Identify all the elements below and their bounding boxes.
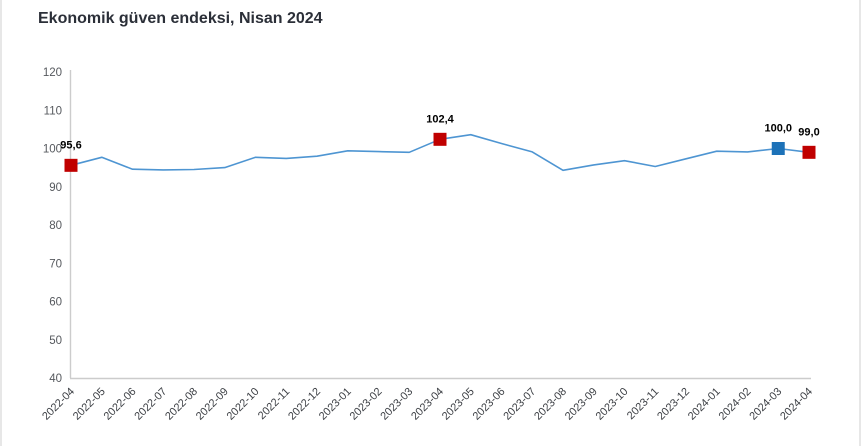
data-point-label: 102,4 (426, 113, 454, 125)
x-tick-label: 2022-11 (256, 386, 292, 422)
x-tick-label: 2023-01 (317, 386, 354, 423)
y-tick-label: 60 (49, 297, 62, 309)
x-tick-label: 2023-10 (594, 386, 631, 423)
x-tick-label: 2023-02 (348, 386, 385, 423)
x-tick-label: 2022-07 (132, 386, 169, 423)
data-point-label: 99,0 (798, 126, 819, 138)
x-tick-label: 2022-06 (102, 386, 139, 423)
x-tick-label: 2023-08 (532, 386, 569, 423)
x-tick-label: 2023-07 (501, 386, 538, 423)
x-tick-label: 2022-12 (286, 386, 323, 423)
highlight-marker (64, 158, 78, 172)
y-tick-label: 70 (49, 258, 62, 270)
highlight-marker (433, 132, 447, 146)
x-tick-label: 2022-04 (40, 386, 77, 423)
chart-title: Ekonomik güven endeksi, Nisan 2024 (38, 10, 323, 27)
highlight-marker (802, 145, 816, 159)
x-tick-label: 2022-08 (163, 386, 200, 423)
y-tick-label: 110 (44, 105, 62, 117)
y-tick-label: 90 (49, 182, 62, 194)
x-tick-label: 2023-03 (378, 386, 415, 423)
x-tick-label: 2022-09 (194, 386, 231, 423)
y-tick-label: 100 (43, 144, 62, 156)
x-tick-label: 2023-09 (563, 386, 600, 423)
x-tick-label: 2024-01 (686, 386, 723, 423)
x-tick-label: 2023-04 (409, 386, 446, 423)
highlight-marker (771, 142, 785, 155)
data-point-label: 95,6 (60, 139, 81, 151)
y-tick-label: 80 (49, 220, 62, 232)
data-point-label: 100,0 (764, 123, 792, 135)
y-tick-label: 50 (49, 335, 62, 347)
x-tick-label: 2023-05 (440, 386, 477, 423)
x-tick-label: 2023-12 (655, 386, 692, 423)
x-tick-label: 2024-02 (717, 386, 754, 423)
y-tick-label: 40 (49, 373, 62, 385)
x-tick-label: 2023-06 (471, 386, 508, 423)
y-tick-label: 120 (43, 67, 62, 79)
x-tick-label: 2022-05 (71, 386, 108, 423)
x-tick-label: 2022-10 (225, 386, 262, 423)
x-tick-label: 2024-03 (747, 386, 784, 423)
x-tick-label: 2023-11 (625, 386, 661, 422)
x-tick-label: 2024-04 (778, 386, 815, 423)
